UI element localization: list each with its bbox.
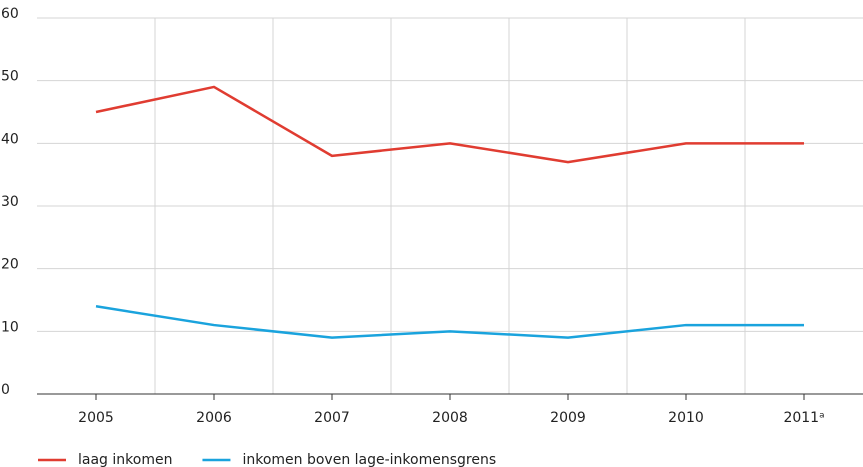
y-tick-label: 10	[1, 319, 19, 335]
x-tick-label: 2006	[196, 410, 232, 426]
y-tick-label: 40	[1, 131, 19, 147]
series-line	[95, 85, 804, 164]
y-tick-label: 30	[1, 194, 19, 210]
x-tick-label: 2009	[550, 410, 586, 426]
x-tick-label: 2007	[314, 410, 350, 426]
x-tick-label: 2005	[78, 410, 114, 426]
x-tick-label: 2008	[432, 410, 468, 426]
x-tick-label: 2010	[668, 410, 704, 426]
y-tick-label: 20	[1, 257, 19, 273]
y-tick-label: 60	[1, 6, 19, 22]
x-tick-label: 2011ᵃ	[783, 410, 824, 426]
series-line	[95, 305, 804, 339]
y-tick-label: 50	[1, 69, 19, 85]
y-tick-label: 0	[1, 382, 10, 398]
legend-label: laag inkomen	[78, 452, 172, 467]
legend-label: inkomen boven lage-inkomensgrens	[242, 452, 496, 467]
